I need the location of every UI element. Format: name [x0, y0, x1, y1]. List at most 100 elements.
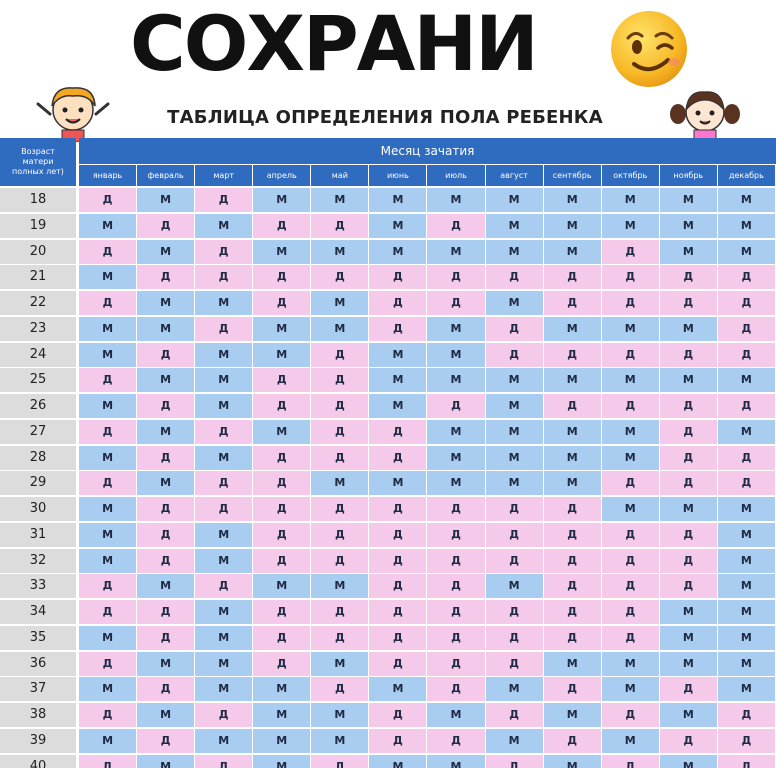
table-row: 30 М Д Д Д Д Д Д Д Д М М М: [0, 497, 776, 523]
gender-cell: Д: [79, 754, 137, 768]
gender-cell: М: [253, 239, 311, 264]
gender-cell: Д: [659, 574, 717, 599]
gender-cell: М: [195, 394, 253, 418]
gender-cell: Д: [311, 677, 369, 702]
gender-cell: Д: [195, 754, 253, 768]
gender-cell: М: [137, 574, 195, 599]
gender-cell: М: [195, 651, 253, 676]
gender-cell: Д: [427, 574, 485, 599]
gender-cell: Д: [543, 728, 601, 753]
mother-age-cell: 35: [0, 625, 76, 650]
gender-cell: Д: [659, 677, 717, 702]
gender-cell: Д: [369, 265, 427, 290]
gender-cell: Д: [543, 342, 601, 367]
gender-cell: М: [427, 754, 485, 768]
gender-cell: Д: [543, 291, 601, 315]
gender-cell: М: [137, 754, 195, 768]
gender-cell: Д: [543, 265, 601, 290]
gender-cell: М: [717, 548, 775, 573]
gender-cell: Д: [485, 600, 543, 624]
gender-cell: Д: [427, 213, 485, 238]
gender-cell: Д: [543, 497, 601, 521]
gender-cell: М: [253, 574, 311, 599]
gender-cell: М: [137, 368, 195, 393]
mother-age-cell: 24: [0, 342, 76, 367]
gender-cell: М: [253, 754, 311, 768]
table-row: 39 М Д М М М Д Д М Д М Д Д: [0, 728, 776, 755]
gender-cell: М: [601, 728, 659, 753]
gender-cell: М: [369, 239, 427, 264]
gender-cell: М: [717, 625, 775, 650]
gender-cell: М: [137, 239, 195, 264]
table-row: 26 М Д М Д Д М Д М Д Д Д Д: [0, 394, 776, 420]
gender-cell: Д: [427, 625, 485, 650]
gender-cell: М: [485, 239, 543, 264]
table-row: 20 Д М Д М М М М М М Д М М: [0, 239, 776, 266]
gender-cell: Д: [195, 265, 253, 290]
gender-cell: М: [79, 677, 137, 702]
gender-cell: М: [717, 213, 775, 238]
headline: СОХРАНИ: [130, 0, 539, 88]
gender-cell: М: [195, 600, 253, 624]
gender-cell: М: [369, 188, 427, 212]
gender-cell: М: [717, 188, 775, 212]
gender-cell: Д: [427, 548, 485, 573]
gender-cell: Д: [543, 600, 601, 624]
gender-cell: М: [717, 368, 775, 393]
gender-cell: Д: [253, 522, 311, 547]
mother-age-cell: 40: [0, 754, 76, 768]
gender-cell: М: [427, 342, 485, 367]
gender-cell: М: [427, 471, 485, 496]
gender-cell: Д: [311, 419, 369, 444]
gender-cell: Д: [253, 368, 311, 393]
mother-age-cell: 38: [0, 703, 76, 727]
gender-cell: М: [311, 651, 369, 676]
gender-cell: Д: [253, 651, 311, 676]
table-row: 23 М М Д М М Д М Д М М М Д: [0, 316, 776, 343]
gender-cell: Д: [601, 342, 659, 367]
gender-cell: М: [659, 188, 717, 212]
gender-cell: Д: [601, 574, 659, 599]
gender-cell: Д: [485, 548, 543, 573]
gender-cell: Д: [485, 265, 543, 290]
gender-cell: М: [311, 728, 369, 753]
mother-age-cell: 25: [0, 368, 76, 393]
gender-cell: М: [427, 445, 485, 470]
gender-cell: М: [485, 394, 543, 418]
gender-cell: Д: [543, 548, 601, 573]
gender-prediction-table: Возраст матери полных лет) Месяц зачатия…: [0, 138, 776, 768]
gender-cell: Д: [369, 651, 427, 676]
gender-cell: М: [427, 239, 485, 264]
gender-cell: М: [601, 316, 659, 341]
gender-cell: М: [137, 419, 195, 444]
gender-cell: М: [79, 625, 137, 650]
gender-cell: М: [543, 703, 601, 727]
gender-cell: Д: [311, 522, 369, 547]
gender-cell: М: [659, 239, 717, 264]
gender-cell: М: [311, 291, 369, 315]
gender-cell: М: [369, 677, 427, 702]
gender-cell: Д: [659, 471, 717, 496]
gender-cell: М: [543, 471, 601, 496]
gender-cell: М: [195, 368, 253, 393]
gender-cell: Д: [427, 522, 485, 547]
gender-cell: Д: [427, 291, 485, 315]
gender-cell: Д: [253, 497, 311, 521]
gender-cell: Д: [137, 522, 195, 547]
gender-cell: М: [253, 419, 311, 444]
gender-cell: М: [601, 188, 659, 212]
age-header-line: матери: [22, 157, 54, 166]
gender-cell: Д: [485, 522, 543, 547]
gender-cell: М: [543, 419, 601, 444]
gender-cell: М: [543, 445, 601, 470]
gender-cell: Д: [311, 600, 369, 624]
gender-cell: Д: [427, 497, 485, 521]
gender-cell: Д: [311, 265, 369, 290]
table-row: 40 Д М Д М Д М М Д М Д М Д: [0, 754, 776, 768]
gender-cell: Д: [79, 574, 137, 599]
gender-cell: Д: [659, 728, 717, 753]
gender-cell: М: [427, 419, 485, 444]
gender-cell: Д: [369, 522, 427, 547]
table-row: 19 М Д М Д Д М Д М М М М М: [0, 213, 776, 240]
gender-cell: М: [485, 188, 543, 212]
